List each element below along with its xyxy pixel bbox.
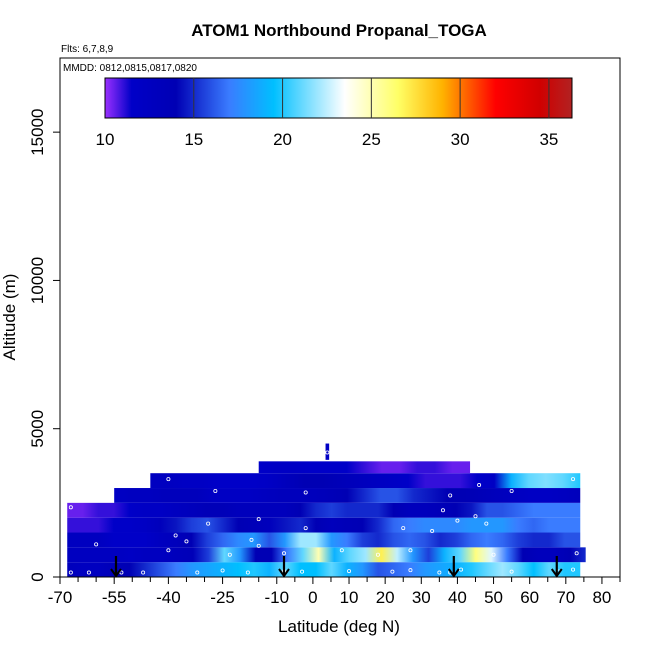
x-tick-label: -40 xyxy=(156,588,181,607)
dates-label: MMDD: 0812,0815,0817,0820 xyxy=(63,63,197,74)
sample-point xyxy=(375,552,380,557)
x-tick-label: 50 xyxy=(484,588,503,607)
sample-point xyxy=(390,569,395,574)
sample-point xyxy=(119,570,124,575)
sample-point xyxy=(184,539,189,544)
sample-point xyxy=(86,570,91,575)
sample-point xyxy=(455,518,460,523)
sample-point xyxy=(484,521,489,526)
sample-point xyxy=(574,551,579,556)
sample-point xyxy=(220,568,225,573)
curtain-layer xyxy=(67,532,581,548)
colorbar-tick-label: 15 xyxy=(184,130,203,149)
colorbar-tick-label: 30 xyxy=(451,130,470,149)
sample-point xyxy=(303,490,308,495)
x-tick-label: -70 xyxy=(48,588,73,607)
curtain-layer xyxy=(114,488,581,503)
sample-point xyxy=(339,548,344,553)
colorbar-gradient xyxy=(104,77,573,119)
curtain-layers xyxy=(67,443,586,577)
sample-point xyxy=(408,548,413,553)
sample-point xyxy=(166,477,171,482)
x-tick-label: 70 xyxy=(556,588,575,607)
sample-point xyxy=(571,567,576,572)
sample-point xyxy=(94,542,99,547)
sample-point xyxy=(256,517,261,522)
colorbar-tick-label: 10 xyxy=(96,130,115,149)
sample-point xyxy=(256,543,261,548)
y-axis-label: Altitude (m) xyxy=(0,274,19,361)
sample-point xyxy=(213,488,218,493)
y-tick-label: 15000 xyxy=(28,108,47,155)
chart-title: ATOM1 Northbound Propanal_TOGA xyxy=(191,21,487,40)
sample-point xyxy=(68,505,73,510)
sample-point xyxy=(206,521,211,526)
sample-point xyxy=(477,483,482,488)
y-tick-label: 10000 xyxy=(28,257,47,304)
sample-point xyxy=(509,569,514,574)
sample-point xyxy=(401,526,406,531)
x-tick-label: 80 xyxy=(592,588,611,607)
flight-start-arrows xyxy=(110,556,563,578)
sample-point xyxy=(509,488,514,493)
flights-label: Flts: 6,7,8,9 xyxy=(61,44,114,55)
x-tick-label: -10 xyxy=(264,588,289,607)
flight-start-arrow xyxy=(110,556,122,578)
x-tick-label: 60 xyxy=(520,588,539,607)
sample-point xyxy=(303,526,308,531)
x-axis: -70 -55 -40 -25 -10 0 10 20 30 40 50 60 70 80 xyxy=(48,576,621,607)
sample-point xyxy=(173,533,178,538)
x-tick-label: 30 xyxy=(412,588,431,607)
flight-start-arrow xyxy=(447,556,460,578)
colorbar: 10 15 20 25 30 35 xyxy=(96,77,573,149)
x-tick-label: 40 xyxy=(448,588,467,607)
x-tick-label: 20 xyxy=(376,588,395,607)
sample-point xyxy=(430,529,435,534)
colorbar-tick-label: 25 xyxy=(362,130,381,149)
sample-point xyxy=(141,570,146,575)
y-tick-label: 0 xyxy=(28,572,47,581)
flight-start-arrow xyxy=(278,556,290,578)
y-tick-label: 5000 xyxy=(28,410,47,448)
curtain-layer xyxy=(67,502,581,518)
sample-point xyxy=(325,450,330,455)
colorbar-tick-label: 20 xyxy=(273,130,292,149)
y-axis: 0 5000 10000 15000 xyxy=(28,108,61,582)
x-tick-label: 0 xyxy=(308,588,317,607)
sample-point xyxy=(473,514,478,519)
sample-point xyxy=(571,477,576,482)
x-tick-label: 10 xyxy=(340,588,359,607)
sample-point xyxy=(448,493,453,498)
sample-point xyxy=(281,551,286,556)
sample-point xyxy=(491,552,496,557)
x-axis-label: Latitude (deg N) xyxy=(278,617,400,636)
sample-point xyxy=(408,568,413,573)
curtain-layer xyxy=(258,461,471,474)
sample-point xyxy=(195,570,200,575)
sample-point xyxy=(300,569,305,574)
curtain-layer xyxy=(150,473,581,489)
sample-point xyxy=(68,570,73,575)
curtain-layer xyxy=(325,443,330,460)
x-tick-label: -55 xyxy=(102,588,127,607)
sample-point xyxy=(227,552,232,557)
sample-point xyxy=(440,508,445,513)
x-tick-label: -25 xyxy=(210,588,235,607)
curtain-layer xyxy=(67,547,586,563)
sample-point xyxy=(249,537,254,542)
colorbar-tick-label: 35 xyxy=(539,130,558,149)
curtain-layer xyxy=(67,517,581,533)
sample-point xyxy=(347,569,352,574)
curtain-layer xyxy=(67,562,581,577)
sample-point xyxy=(245,570,250,575)
sample-point xyxy=(166,548,171,553)
sample-point xyxy=(437,570,442,575)
flight-start-arrow xyxy=(550,556,563,578)
